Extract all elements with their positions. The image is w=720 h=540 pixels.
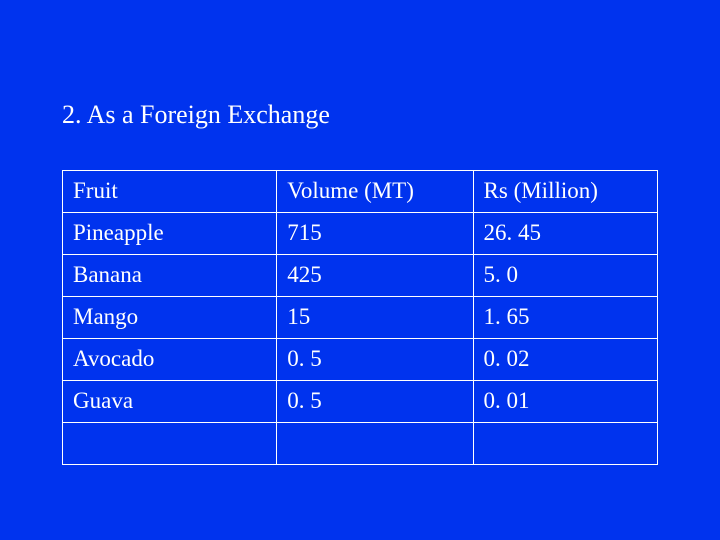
cell-rs: 0. 01 <box>473 381 657 423</box>
table-row: Mango 15 1. 65 <box>63 297 658 339</box>
table-row: Guava 0. 5 0. 01 <box>63 381 658 423</box>
table-header-row: Fruit Volume (MT) Rs (Million) <box>63 171 658 213</box>
table-row: Avocado 0. 5 0. 02 <box>63 339 658 381</box>
cell-volume: 0. 5 <box>277 381 473 423</box>
cell-rs: 26. 45 <box>473 213 657 255</box>
cell-fruit: Mango <box>63 297 277 339</box>
cell-fruit: Avocado <box>63 339 277 381</box>
cell-rs: 5. 0 <box>473 255 657 297</box>
cell-rs <box>473 423 657 465</box>
cell-fruit <box>63 423 277 465</box>
cell-fruit: Banana <box>63 255 277 297</box>
cell-fruit: Guava <box>63 381 277 423</box>
cell-volume: 0. 5 <box>277 339 473 381</box>
fruit-export-table: Fruit Volume (MT) Rs (Million) Pineapple… <box>62 170 658 465</box>
table-row: Banana 425 5. 0 <box>63 255 658 297</box>
cell-rs: 0. 02 <box>473 339 657 381</box>
col-header: Volume (MT) <box>277 171 473 213</box>
cell-fruit: Pineapple <box>63 213 277 255</box>
slide-title: 2. As a Foreign Exchange <box>62 100 330 130</box>
cell-volume: 715 <box>277 213 473 255</box>
table-container: Fruit Volume (MT) Rs (Million) Pineapple… <box>62 170 658 465</box>
table-row <box>63 423 658 465</box>
table-row: Pineapple 715 26. 45 <box>63 213 658 255</box>
cell-volume <box>277 423 473 465</box>
col-header: Fruit <box>63 171 277 213</box>
cell-volume: 425 <box>277 255 473 297</box>
col-header: Rs (Million) <box>473 171 657 213</box>
cell-volume: 15 <box>277 297 473 339</box>
cell-rs: 1. 65 <box>473 297 657 339</box>
